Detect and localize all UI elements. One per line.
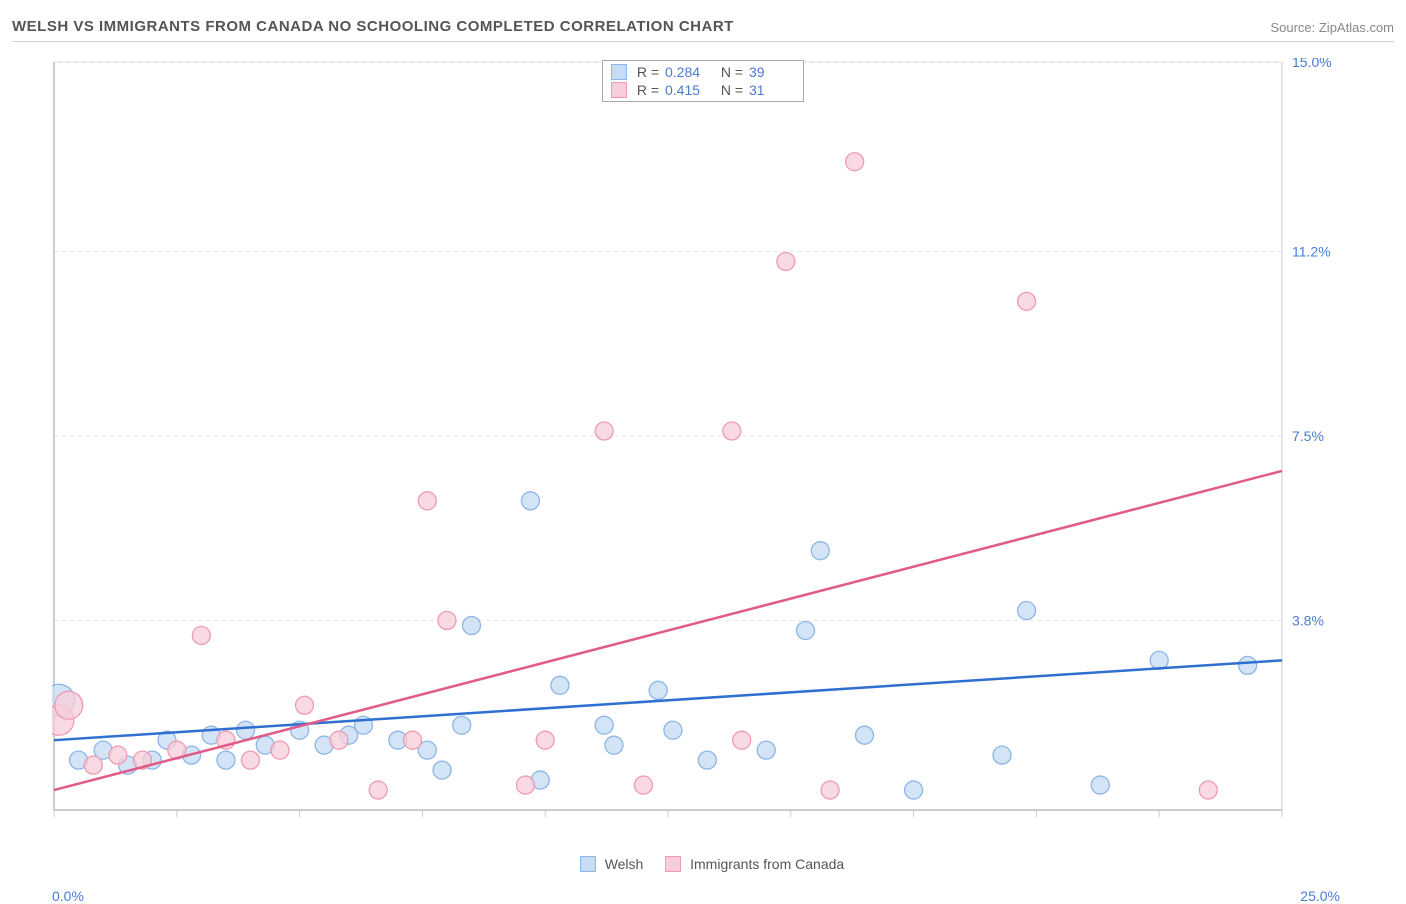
bottom-swatch-canada [665,856,681,872]
svg-text:3.8%: 3.8% [1292,613,1324,629]
bottom-label-canada: Immigrants from Canada [690,856,844,872]
legend-row-welsh: R = 0.284 N = 39 [611,63,795,81]
bottom-legend: Welsh Immigrants from Canada [0,856,1406,872]
chart-title: WELSH VS IMMIGRANTS FROM CANADA NO SCHOO… [12,18,734,35]
legend-n-value-welsh: 39 [749,64,795,80]
title-bar: WELSH VS IMMIGRANTS FROM CANADA NO SCHOO… [12,18,1394,42]
svg-text:15.0%: 15.0% [1292,58,1332,70]
legend-n-value-canada: 31 [749,82,795,98]
plot-area: 3.8% 7.5% 11.2% 15.0% [52,58,1340,834]
legend-r-label: R = [633,64,659,80]
legend-swatch-canada [611,82,627,98]
legend-r-value-canada: 0.415 [665,82,711,98]
chart-svg: 3.8% 7.5% 11.2% 15.0% [52,58,1340,834]
correlation-legend: R = 0.284 N = 39 R = 0.415 N = 31 [602,60,804,102]
legend-r-label: R = [633,82,659,98]
legend-r-value-welsh: 0.284 [665,64,711,80]
legend-row-canada: R = 0.415 N = 31 [611,81,795,99]
bottom-label-welsh: Welsh [605,856,644,872]
svg-text:7.5%: 7.5% [1292,428,1324,444]
legend-swatch-welsh [611,64,627,80]
legend-n-label: N = [717,82,743,98]
legend-n-label: N = [717,64,743,80]
x-max-label: 25.0% [1300,888,1340,904]
bottom-swatch-welsh [580,856,596,872]
source-attribution: Source: ZipAtlas.com [1270,20,1394,35]
svg-text:11.2%: 11.2% [1292,243,1331,259]
x-min-label: 0.0% [52,888,84,904]
